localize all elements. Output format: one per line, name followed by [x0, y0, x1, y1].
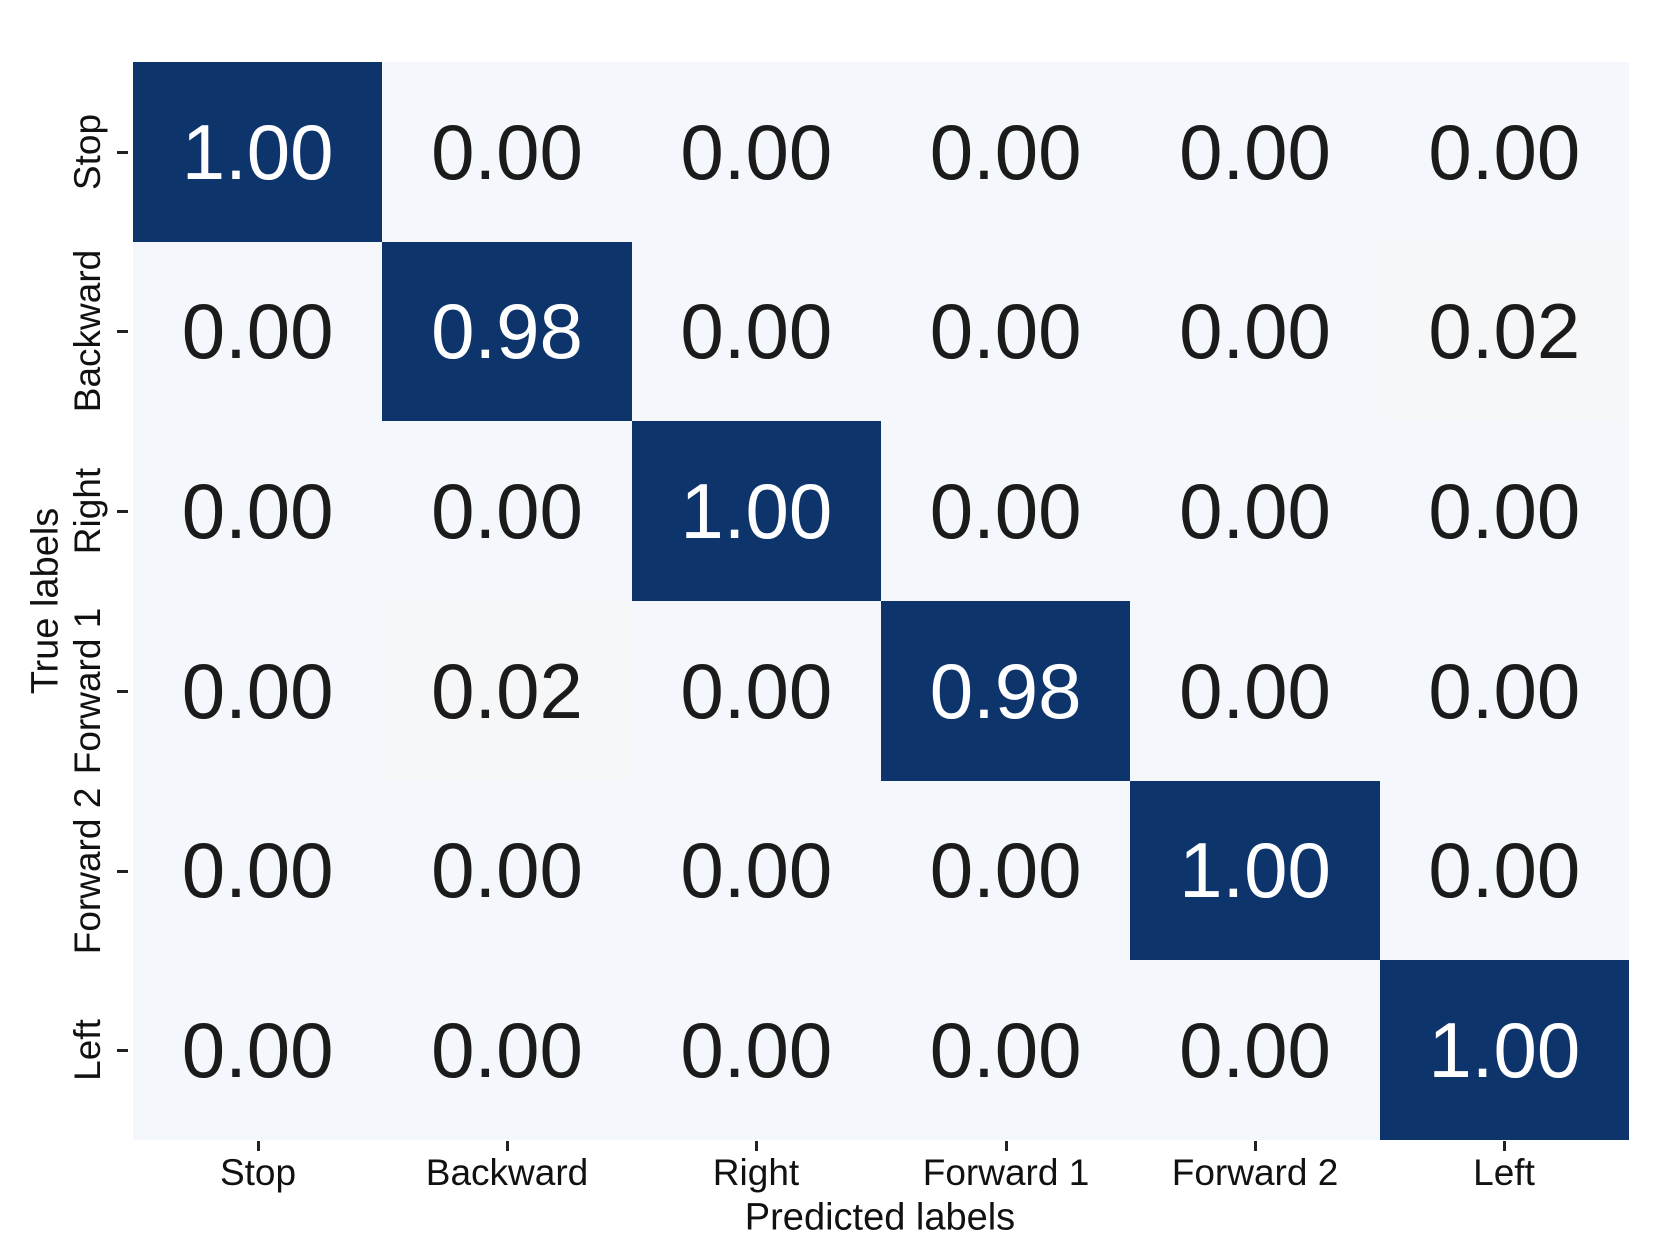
matrix-cell: 0.00 [382, 62, 632, 242]
y-tick [117, 870, 128, 873]
matrix-cell: 0.00 [133, 960, 383, 1140]
y-tick-label: Right [67, 467, 108, 555]
matrix-cell: 0.98 [382, 241, 632, 422]
y-tick-label: Forward 1 [67, 607, 108, 775]
matrix-cell: 0.00 [1130, 421, 1380, 601]
matrix-cell: 0.00 [631, 780, 881, 961]
matrix-cell: 0.00 [631, 960, 881, 1140]
matrix-cell: 0.00 [880, 960, 1131, 1140]
x-tick [755, 1141, 758, 1151]
x-tick-label: Right [712, 1152, 800, 1193]
matrix-cell: 0.00 [133, 421, 383, 601]
matrix-cell: 0.98 [880, 601, 1131, 781]
matrix-cell: 0.02 [1379, 241, 1629, 422]
y-tick [117, 690, 128, 693]
matrix-cell: 0.00 [880, 421, 1131, 601]
matrix-cell: 0.00 [133, 601, 383, 781]
matrix-cell: 0.00 [382, 960, 632, 1140]
x-tick-label: Left [1473, 1152, 1535, 1193]
x-tick-label: Forward 2 [1171, 1152, 1339, 1193]
matrix-cell: 0.00 [631, 62, 881, 242]
matrix-cell: 0.00 [382, 421, 632, 601]
matrix-cell: 0.00 [1130, 241, 1380, 422]
matrix-cell: 1.00 [133, 62, 383, 242]
matrix-cell: 1.00 [1379, 960, 1629, 1140]
matrix-cell: 0.00 [880, 62, 1131, 242]
matrix-cell: 0.00 [880, 780, 1131, 961]
matrix-cell: 0.00 [1130, 960, 1380, 1140]
matrix-cell: 0.00 [1130, 62, 1380, 242]
matrix-cell: 1.00 [1130, 780, 1380, 961]
matrix-cell: 0.00 [1379, 62, 1629, 242]
x-tick-label: Forward 1 [922, 1152, 1090, 1193]
matrix-cell: 0.00 [133, 241, 383, 422]
matrix-cell: 0.02 [382, 601, 632, 781]
x-tick [257, 1141, 260, 1151]
y-axis-title: True labels [24, 507, 67, 695]
x-tick-label: Backward [425, 1152, 589, 1193]
matrix-cell: 0.00 [133, 780, 383, 961]
y-tick [117, 330, 128, 333]
y-tick-label: Backward [67, 249, 108, 413]
matrix-cell: 0.00 [1379, 601, 1629, 781]
y-tick [117, 1049, 128, 1052]
x-tick [1503, 1141, 1506, 1151]
x-tick-label: Stop [219, 1152, 297, 1193]
matrix-cell: 1.00 [631, 421, 881, 601]
matrix-cell: 0.00 [631, 601, 881, 781]
matrix-cell: 0.00 [1379, 780, 1629, 961]
y-tick [117, 510, 128, 513]
x-axis-title: Predicted labels [744, 1196, 1016, 1239]
y-tick-label: Stop [67, 113, 108, 191]
x-tick [506, 1141, 509, 1151]
y-tick [117, 151, 128, 154]
x-tick [1254, 1141, 1257, 1151]
x-tick [1005, 1141, 1008, 1151]
matrix-cell: 0.00 [1130, 601, 1380, 781]
matrix-cell: 0.00 [1379, 421, 1629, 601]
matrix-cell: 0.00 [631, 241, 881, 422]
y-tick-label: Forward 2 [67, 787, 108, 955]
matrix-cell: 0.00 [880, 241, 1131, 422]
y-tick-label: Left [67, 1019, 108, 1081]
heatmap-grid: 1.00 0.00 0.00 0.00 0.00 0.00 0.00 0.98 … [133, 62, 1629, 1140]
matrix-cell: 0.00 [382, 780, 632, 961]
